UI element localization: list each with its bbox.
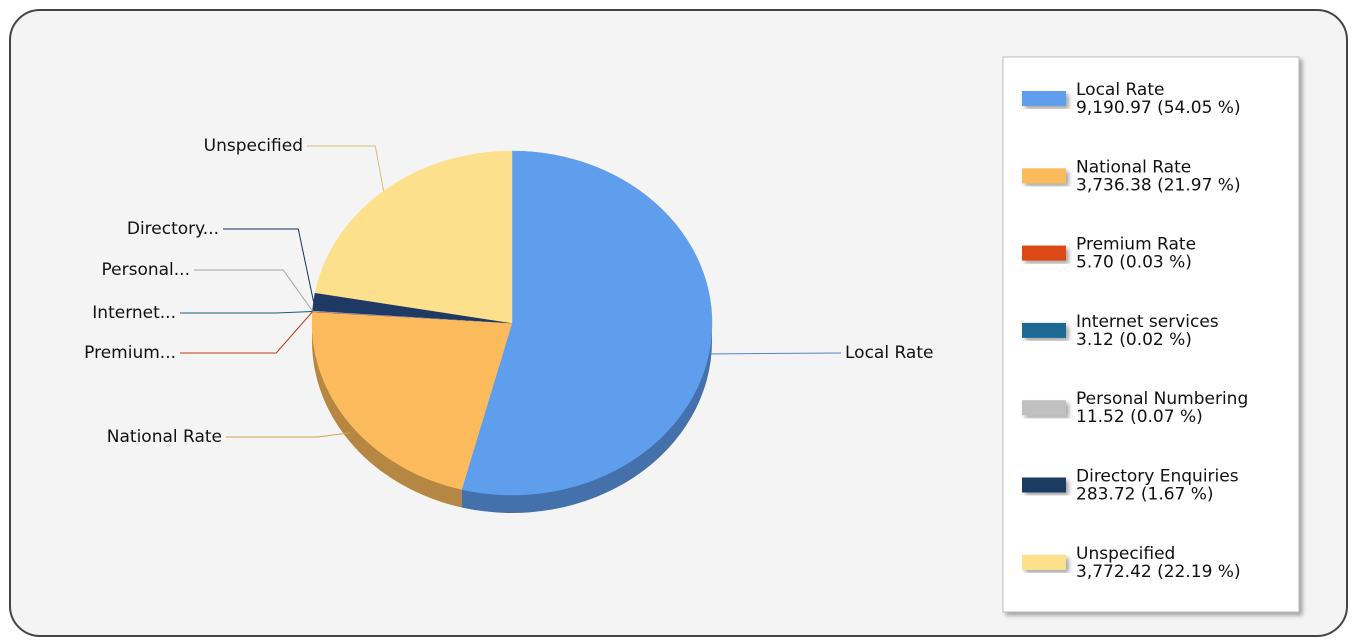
slice-label: National Rate (107, 427, 222, 447)
legend-value: 283.72 (1.67 %) (1076, 485, 1214, 505)
legend-label: Premium Rate (1076, 235, 1196, 255)
legend-value: 11.52 (0.07 %) (1076, 407, 1203, 427)
legend-swatch (1022, 400, 1066, 416)
slice-label: Internet... (92, 303, 176, 323)
leader-line (194, 269, 313, 312)
legend-swatch (1022, 91, 1066, 106)
legend-label: National Rate (1076, 157, 1191, 177)
leader-line (226, 432, 350, 438)
legend-swatch (1022, 554, 1066, 570)
leader-line (180, 310, 313, 314)
slice (311, 311, 513, 490)
leader-line (307, 145, 385, 192)
slice-side (461, 323, 712, 513)
legend-value: 3,772.42 (22.19 %) (1076, 562, 1241, 582)
slice (314, 150, 513, 324)
leader-line (710, 352, 842, 355)
legend-swatch (1022, 477, 1066, 493)
legend-swatch (1022, 322, 1066, 338)
legend-label: Internet services (1076, 312, 1219, 332)
legend-swatch (1022, 245, 1066, 261)
slice-label: Directory... (127, 219, 219, 239)
slice-label: Unspecified (204, 136, 303, 156)
legend-label: Personal Numbering (1076, 389, 1248, 409)
slice-label: Personal... (102, 260, 190, 280)
slice-label: Premium... (84, 343, 176, 363)
legend-label: Unspecified (1076, 544, 1175, 564)
legend-value: 3.12 (0.02 %) (1076, 330, 1192, 350)
legend-value: 3,736.38 (21.97 %) (1076, 175, 1241, 195)
slice-label: Local Rate (845, 343, 933, 363)
legend-label: Directory Enquiries (1076, 467, 1239, 487)
legend-label: Local Rate (1076, 80, 1164, 100)
slice-side (312, 323, 462, 508)
leader-line (180, 311, 313, 354)
slice (461, 150, 713, 496)
legend-value: 5.70 (0.03 %) (1076, 253, 1192, 273)
legend-value: 9,190.97 (54.05 %) (1076, 98, 1241, 118)
legend-swatch (1022, 168, 1066, 184)
leader-line (223, 228, 315, 302)
